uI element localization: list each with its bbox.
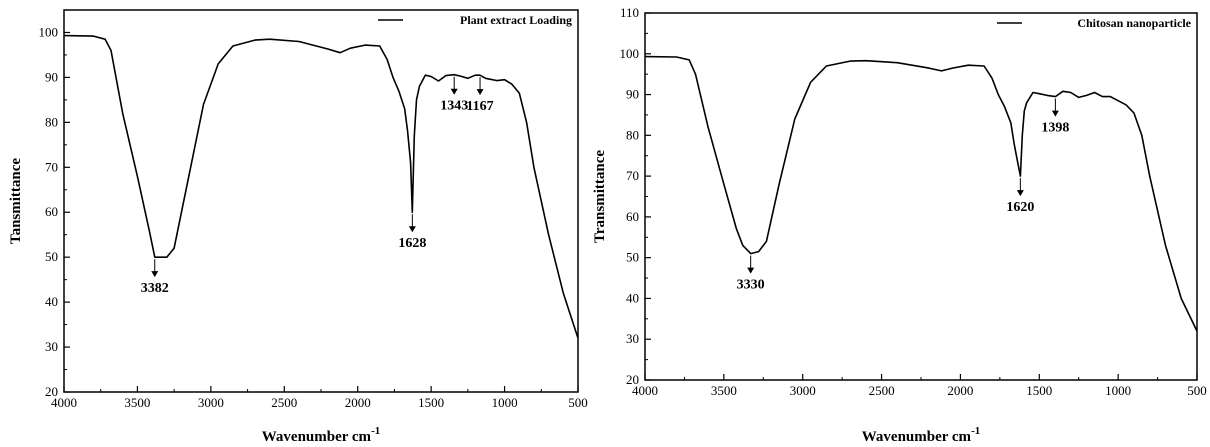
chart2-xtick-label: 1500 [1026, 383, 1052, 398]
chart1-series-line [63, 34, 579, 339]
chart1-annotation-label: 1628 [398, 236, 426, 251]
chart1-panel: 4000 3500 3000 2500 2000 1500 1000 500 20 30 40 50 6… [8, 9, 588, 445]
chart2-ytick-label: 90 [626, 87, 639, 102]
chart2-annotation-label: 3330 [737, 278, 765, 293]
chart1-ytick-label: 90 [45, 69, 58, 84]
chart1-x-axis-label: Wavenumber cm-1 [262, 425, 380, 445]
chart2-ytick-label: 20 [626, 372, 639, 387]
chart1-ytick-label: 60 [45, 204, 58, 219]
chart2-annotation-arrowhead [1051, 110, 1059, 117]
chart2-xtick-label: 3500 [711, 383, 737, 398]
chart2-series-line [644, 55, 1198, 332]
chart1-annotation-label: 3382 [141, 281, 169, 296]
chart2-xtick-label: 4000 [632, 383, 658, 398]
chart1-ytick-label: 40 [45, 294, 58, 309]
chart2-x-axis-label-text: Wavenumber cm [862, 429, 972, 445]
chart1-annotation-arrowhead [151, 271, 159, 278]
chart1-xtick-label: 2000 [345, 395, 371, 410]
chart2-annotation-arrowhead [1016, 190, 1024, 197]
chart2-ytick-label: 110 [620, 5, 639, 20]
chart1-ytick-label: 30 [45, 339, 58, 354]
chart1-annotation-label: 1343 [440, 99, 468, 114]
chart1-x-axis-label-sup: -1 [371, 425, 380, 437]
chart2-ytick-label: 70 [626, 168, 639, 183]
chart1-xtick-label: 3500 [124, 395, 150, 410]
chart2-annotation-arrowhead [747, 267, 755, 274]
chart1-ytick-label: 100 [39, 24, 59, 39]
chart2-ytick-label: 60 [626, 209, 639, 224]
chart2-xtick-label: 2000 [947, 383, 973, 398]
chart1-xtick-label: 1500 [418, 395, 444, 410]
chart2-xtick-label: 3000 [790, 383, 816, 398]
chart1-xtick-label: 4000 [51, 395, 77, 410]
chart1-annotation-arrowhead [476, 89, 484, 96]
chart1-x-axis-label-text: Wavenumber cm [262, 429, 372, 445]
chart2-ytick-label: 30 [626, 331, 639, 346]
chart1-annotation-arrowhead [450, 88, 458, 95]
chart1-xtick-label: 2500 [271, 395, 297, 410]
chart2-y-axis-label: Transmittance [592, 150, 608, 243]
chart1-xtick-label: 1000 [492, 395, 518, 410]
chart1-legend-label: Plant extract Loading [460, 13, 572, 27]
chart2-legend-label: Chitosan nanoparticle [1077, 16, 1191, 30]
chart2-ytick-label: 50 [626, 250, 639, 265]
chart1-ytick-label: 80 [45, 114, 58, 129]
chart2-ytick-label: 40 [626, 290, 639, 305]
chart1-annotation-label: 1167 [466, 99, 493, 114]
chart2-panel: 4000 3500 3000 2500 2000 1500 1000 500 20 30 40 50 6… [592, 5, 1207, 445]
chart2-xtick-label: 1000 [1105, 383, 1131, 398]
chart1-y-axis-label: Tansmittance [8, 158, 24, 244]
chart2-xtick-label: 2500 [869, 383, 895, 398]
chart2-xtick-label: 500 [1187, 383, 1207, 398]
chart1-xtick-label: 500 [568, 395, 588, 410]
chart1-xtick-label: 3000 [198, 395, 224, 410]
chart2-ytick-label: 80 [626, 127, 639, 142]
chart1-annotation-arrowhead [408, 226, 416, 233]
chart2-annotation-label: 1620 [1006, 200, 1034, 215]
chart2-x-axis-label-sup: -1 [971, 425, 980, 437]
chart2-ytick-label: 100 [620, 46, 640, 61]
chart2-annotation-label: 1398 [1041, 121, 1069, 136]
chart2-x-axis-label: Wavenumber cm-1 [862, 425, 980, 445]
chart1-ytick-label: 70 [45, 159, 58, 174]
chart1-ytick-label: 50 [45, 249, 58, 264]
chart1-ytick-label: 20 [45, 384, 58, 399]
